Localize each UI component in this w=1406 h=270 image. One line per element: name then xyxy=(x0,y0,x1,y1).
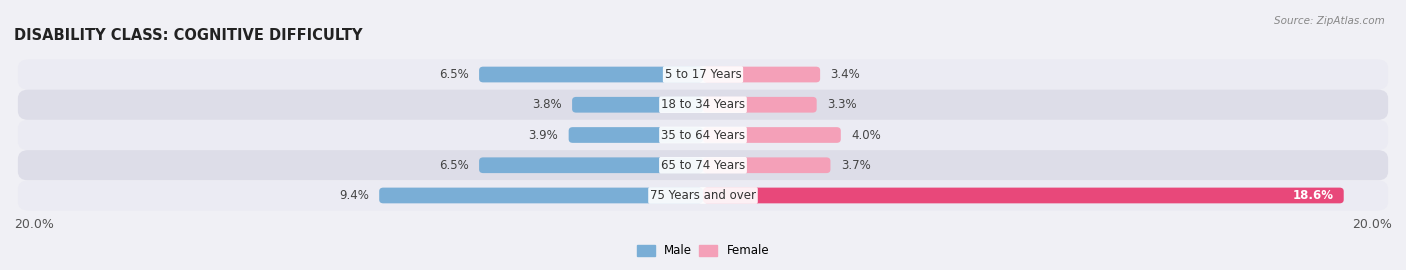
FancyBboxPatch shape xyxy=(18,150,1388,180)
Text: DISABILITY CLASS: COGNITIVE DIFFICULTY: DISABILITY CLASS: COGNITIVE DIFFICULTY xyxy=(14,28,363,43)
FancyBboxPatch shape xyxy=(18,180,1388,211)
FancyBboxPatch shape xyxy=(703,157,831,173)
FancyBboxPatch shape xyxy=(479,67,703,82)
Text: 4.0%: 4.0% xyxy=(851,129,882,141)
FancyBboxPatch shape xyxy=(18,90,1388,120)
FancyBboxPatch shape xyxy=(18,120,1388,150)
Text: 3.3%: 3.3% xyxy=(827,98,856,111)
Text: 35 to 64 Years: 35 to 64 Years xyxy=(661,129,745,141)
FancyBboxPatch shape xyxy=(479,157,703,173)
FancyBboxPatch shape xyxy=(18,59,1388,90)
Legend: Male, Female: Male, Female xyxy=(633,240,773,262)
FancyBboxPatch shape xyxy=(380,188,703,203)
Text: 18 to 34 Years: 18 to 34 Years xyxy=(661,98,745,111)
FancyBboxPatch shape xyxy=(703,127,841,143)
FancyBboxPatch shape xyxy=(568,127,703,143)
Text: 20.0%: 20.0% xyxy=(1353,218,1392,231)
FancyBboxPatch shape xyxy=(703,97,817,113)
Text: 3.9%: 3.9% xyxy=(529,129,558,141)
Text: 3.8%: 3.8% xyxy=(531,98,562,111)
FancyBboxPatch shape xyxy=(572,97,703,113)
Text: 5 to 17 Years: 5 to 17 Years xyxy=(665,68,741,81)
Text: 3.7%: 3.7% xyxy=(841,159,870,172)
Text: 6.5%: 6.5% xyxy=(439,68,468,81)
Text: Source: ZipAtlas.com: Source: ZipAtlas.com xyxy=(1274,16,1385,26)
Text: 20.0%: 20.0% xyxy=(14,218,53,231)
Text: 6.5%: 6.5% xyxy=(439,159,468,172)
FancyBboxPatch shape xyxy=(703,188,1344,203)
Text: 65 to 74 Years: 65 to 74 Years xyxy=(661,159,745,172)
Text: 18.6%: 18.6% xyxy=(1292,189,1333,202)
Text: 3.4%: 3.4% xyxy=(831,68,860,81)
FancyBboxPatch shape xyxy=(703,67,820,82)
Text: 9.4%: 9.4% xyxy=(339,189,368,202)
Text: 75 Years and over: 75 Years and over xyxy=(650,189,756,202)
